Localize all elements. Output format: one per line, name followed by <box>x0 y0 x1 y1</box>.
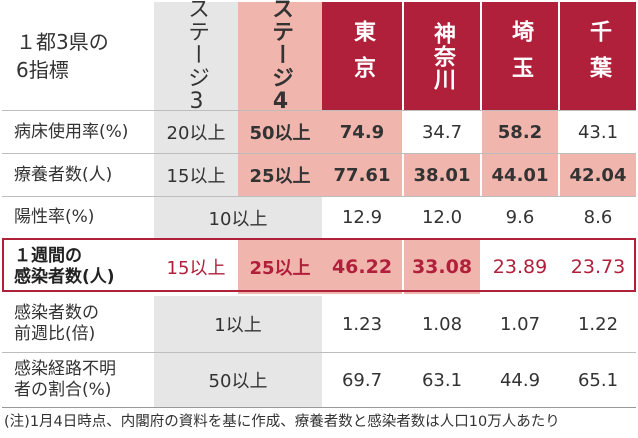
stage4-value: 25以上 <box>238 154 322 196</box>
table-row: 陽性率(%) 10以上 12.9 12.0 9.6 8.6 <box>2 197 636 238</box>
footnote: (注)1月4日時点、内閣府の資料を基に作成、療養者数と感染者数は人口10万人あた… <box>4 414 560 430</box>
table-row: 感染者数の 前週比(倍) 1以上 1.23 1.08 1.07 1.22 <box>2 296 636 352</box>
kanagawa-value: 1.08 <box>421 313 463 335</box>
chiba-value: 65.1 <box>577 369 619 391</box>
tokyo-value: 69.7 <box>341 369 383 391</box>
stage-merged-value: 50以上 <box>154 353 322 407</box>
table-row: 病床使用率(%) 20以上 50以上 74.9 34.7 58.2 43.1 <box>2 111 636 153</box>
tokyo-header-label: 東京 <box>350 20 375 92</box>
kanagawa-value: 33.08 <box>404 240 480 294</box>
stage3-header-label: ステージ3 <box>184 0 209 115</box>
tokyo-value: 77.61 <box>322 154 402 196</box>
table-row-highlighted: １週間の 感染者数(人) 15以上 25以上 46.22 33.08 23.89… <box>2 240 636 294</box>
stage3-value: 15以上 <box>154 154 238 196</box>
kanagawa-value: 63.1 <box>421 369 463 391</box>
chiba-value: 8.6 <box>583 207 613 228</box>
stage-merged-value: 10以上 <box>154 197 322 238</box>
saitama-value: 44.01 <box>482 154 558 196</box>
row-label: 療養者数(人) <box>14 164 113 185</box>
stage4-header-label: ステージ4 <box>268 0 293 115</box>
row-label-line2: 前週比(倍) <box>14 324 96 344</box>
row-label: 感染者数の 前週比(倍) <box>2 296 154 352</box>
chiba-value: 42.04 <box>560 154 636 196</box>
saitama-header-label: 埼玉 <box>508 20 533 92</box>
kanagawa-value: 34.7 <box>421 121 463 143</box>
tokyo-header: 東京 <box>322 2 402 110</box>
kanagawa-value: 12.0 <box>421 207 463 228</box>
row-label-line1: 感染経路不明 <box>14 359 116 379</box>
row-label-line2: 感染者数(人) <box>14 267 115 287</box>
table-title: １都3県の 6指標 <box>2 2 154 110</box>
saitama-value: 1.07 <box>499 313 541 335</box>
table-row: 感染経路不明 者の割合(%) 50以上 69.7 63.1 44.9 65.1 <box>2 353 636 407</box>
row-label-line1: １週間の <box>14 246 82 266</box>
row-label: 陽性率(%) <box>14 207 95 227</box>
row-label: 感染経路不明 者の割合(%) <box>2 353 154 407</box>
tokyo-value: 74.9 <box>322 111 402 153</box>
stage4-value: 50以上 <box>238 111 322 153</box>
saitama-value: 23.89 <box>492 256 548 278</box>
chiba-header: 千葉 <box>560 2 636 110</box>
chiba-value: 1.22 <box>577 313 619 335</box>
header-row: １都3県の 6指標 ステージ3 ステージ4 東京 神奈川 埼玉 千葉 <box>2 0 636 115</box>
stage4-header: ステージ4 <box>238 0 322 115</box>
row-label-line2: 者の割合(%) <box>14 380 112 400</box>
kanagawa-value: 38.01 <box>404 154 480 196</box>
saitama-value: 44.9 <box>499 369 541 391</box>
table-title-line2: 6指標 <box>16 58 69 82</box>
row-label: 病床使用率(%) <box>14 121 129 142</box>
chiba-header-label: 千葉 <box>586 20 611 92</box>
row-label-line1: 感染者数の <box>14 303 99 323</box>
row-label: １週間の 感染者数(人) <box>2 240 154 294</box>
tokyo-value: 1.23 <box>341 313 383 335</box>
stage4-value: 25以上 <box>238 240 322 294</box>
table-row: 療養者数(人) 15以上 25以上 77.61 38.01 44.01 42.0… <box>2 154 636 196</box>
saitama-value: 9.6 <box>505 207 535 228</box>
stage3-header: ステージ3 <box>154 0 238 115</box>
table-title-line1: １都3県の <box>16 30 109 54</box>
stage-merged-value: 1以上 <box>154 296 322 352</box>
tokyo-value: 46.22 <box>322 240 402 294</box>
saitama-header: 埼玉 <box>482 2 558 110</box>
saitama-value: 58.2 <box>482 111 558 153</box>
chiba-value: 43.1 <box>577 121 619 143</box>
kanagawa-header-label: 神奈川 <box>430 21 455 91</box>
stage3-value: 20以上 <box>154 111 238 153</box>
chiba-value: 23.73 <box>570 256 626 278</box>
stage3-value: 15以上 <box>166 258 226 279</box>
tokyo-value: 12.9 <box>341 207 383 228</box>
kanagawa-header: 神奈川 <box>404 2 480 110</box>
